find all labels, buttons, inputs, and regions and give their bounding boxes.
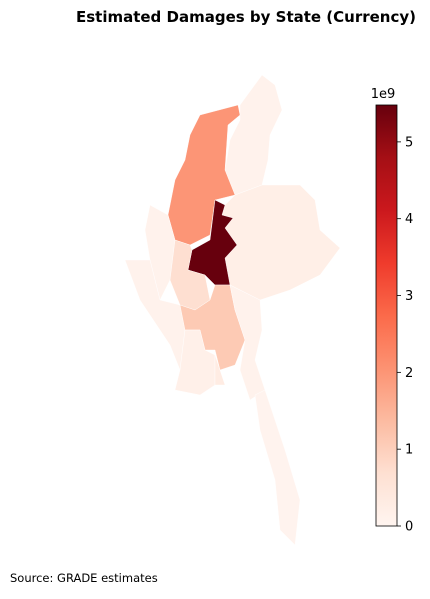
- region: [169, 239, 211, 311]
- colorbar-tick-label: 1: [405, 443, 413, 458]
- colorbar-tick-label: 0: [405, 520, 413, 535]
- region: [144, 204, 176, 301]
- region: [224, 74, 283, 196]
- source-note: Source: GRADE estimates: [10, 571, 158, 585]
- colorbar-tick-label: 4: [405, 212, 413, 227]
- colorbar: [375, 104, 398, 527]
- colorbar-tick-label: 3: [405, 289, 413, 304]
- colorbar-tick-label: 5: [405, 135, 413, 150]
- colorbar-offset: 1e9: [371, 87, 396, 102]
- region: [167, 104, 241, 246]
- region: [221, 184, 341, 301]
- colorbar-tick-label: 2: [405, 366, 413, 381]
- regions: [124, 74, 341, 546]
- region: [229, 284, 266, 401]
- region: [254, 389, 301, 546]
- region: [214, 354, 226, 386]
- map-title: Estimated Damages by State (Currency): [76, 8, 416, 26]
